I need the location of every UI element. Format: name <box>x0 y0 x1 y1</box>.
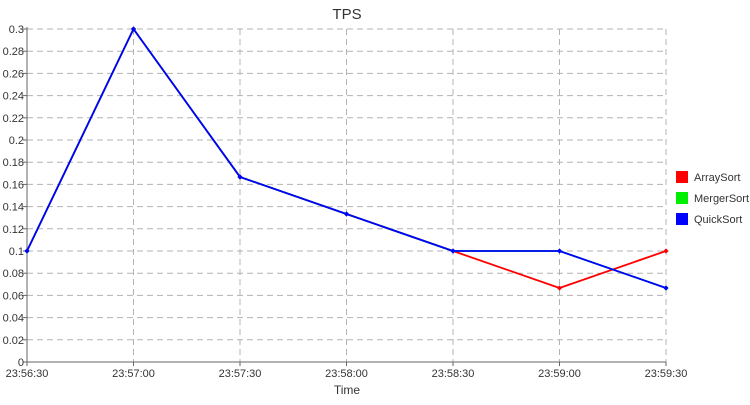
data-point-quicksort <box>24 248 30 254</box>
x-tick-label: 23:56:30 <box>6 368 49 380</box>
data-point-quicksort <box>130 26 137 32</box>
y-tick-label: 0.06 <box>3 290 24 302</box>
legend: ArraySort MergerSort QuickSort <box>676 171 749 226</box>
y-tick-label: 0.24 <box>3 91 24 103</box>
data-point-quicksort <box>556 248 563 254</box>
x-tick-label: 23:58:00 <box>325 368 368 380</box>
series <box>24 26 669 291</box>
y-tick-label: 0.16 <box>3 179 24 191</box>
y-tick-label: 0.26 <box>3 68 24 80</box>
x-tick-label: 23:59:30 <box>645 368 688 380</box>
data-point-quicksort <box>450 248 456 254</box>
y-tick-label: 0.12 <box>3 224 24 236</box>
y-axis-ticks: 0 0.02 0.04 0.06 0.08 0.1 0.12 0.14 0.16 0.18 0.2 0… <box>3 24 24 369</box>
grid <box>27 28 667 362</box>
axes <box>23 27 667 366</box>
y-tick-label: 0 <box>18 357 24 369</box>
x-tick-label: 23:57:30 <box>219 368 262 380</box>
y-tick-label: 0.3 <box>9 24 24 36</box>
x-tick-label: 23:59:00 <box>538 368 581 380</box>
y-tick-label: 0.02 <box>3 335 24 347</box>
data-point-arraysort <box>556 285 563 291</box>
legend-swatch-arraysort <box>676 171 688 183</box>
data-point-arraysort <box>663 248 669 254</box>
x-axis-title: Time <box>334 383 361 397</box>
y-tick-label: 0.22 <box>3 113 24 125</box>
x-tick-label: 23:58:30 <box>432 368 475 380</box>
data-point-quicksort <box>237 174 243 180</box>
chart-title: TPS <box>332 6 361 23</box>
legend-swatch-mergersort <box>676 192 688 204</box>
y-tick-label: 0.2 <box>9 135 24 147</box>
y-tick-label: 0.14 <box>3 202 24 214</box>
y-tick-label: 0.28 <box>3 46 24 58</box>
legend-label-quicksort: QuickSort <box>694 214 742 226</box>
y-tick-label: 0.18 <box>3 157 24 169</box>
y-tick-label: 0.08 <box>3 268 24 280</box>
x-tick-label: 23:57:00 <box>112 368 155 380</box>
x-axis-ticks: 23:56:30 23:57:00 23:57:30 23:58:00 23:58:30… <box>6 368 688 380</box>
y-tick-label: 0.04 <box>3 313 24 325</box>
legend-label-mergersort: MergerSort <box>694 193 749 205</box>
data-point-quicksort <box>663 285 669 291</box>
legend-label-arraysort: ArraySort <box>694 172 740 184</box>
data-point-quicksort <box>343 211 350 217</box>
y-tick-label: 0.1 <box>9 246 24 258</box>
legend-swatch-quicksort <box>676 213 688 225</box>
